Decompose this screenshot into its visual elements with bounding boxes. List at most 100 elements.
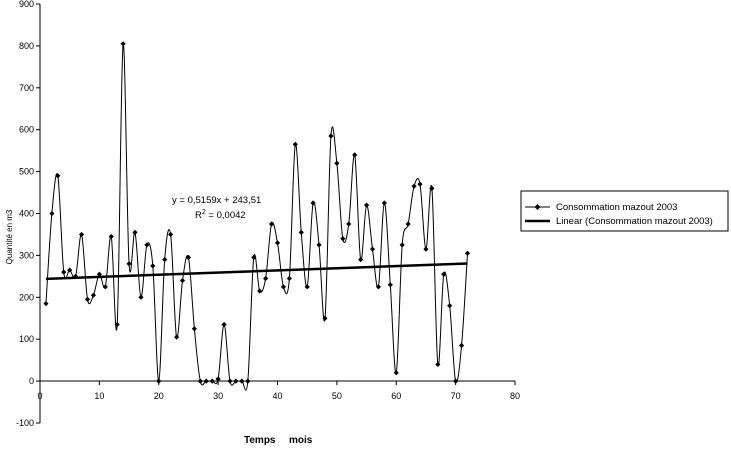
data-point-marker <box>435 361 441 367</box>
data-point-marker <box>393 370 399 376</box>
data-point-marker <box>352 152 358 158</box>
data-point-marker <box>387 282 393 288</box>
data-point-marker <box>310 200 316 206</box>
x-tick-label: 20 <box>154 391 164 401</box>
data-point-marker <box>411 183 417 189</box>
data-point-marker <box>363 202 370 208</box>
x-tick-label: 80 <box>510 391 520 401</box>
y-axis-label: Quantité en m3 <box>5 209 14 264</box>
data-point-marker <box>49 210 55 217</box>
data-point-marker <box>197 378 203 384</box>
data-point-marker <box>67 267 73 273</box>
data-point-marker <box>405 221 411 227</box>
data-point-marker <box>185 254 192 261</box>
legend-series-label: Consommation mazout 2003 <box>556 202 677 213</box>
data-point-marker <box>304 284 310 290</box>
series-markers <box>43 41 471 384</box>
data-point-marker <box>268 221 275 227</box>
y-tick-label: 200 <box>19 292 34 302</box>
data-point-marker <box>61 269 67 275</box>
r-squared-superscript: 2 <box>202 209 206 216</box>
data-point-marker <box>298 229 304 235</box>
data-point-marker <box>417 181 423 187</box>
data-point-marker <box>84 296 91 302</box>
data-point-marker <box>286 275 292 282</box>
data-point-marker <box>156 378 162 384</box>
data-point-marker <box>423 246 429 252</box>
data-point-marker <box>292 141 298 147</box>
data-point-marker <box>120 41 126 47</box>
data-point-marker <box>191 326 197 332</box>
data-point-marker <box>458 342 465 349</box>
data-point-marker <box>328 133 334 139</box>
data-point-marker <box>375 284 382 290</box>
data-point-marker <box>138 294 144 300</box>
r-squared-prefix: R <box>195 210 202 221</box>
y-tick-label: 800 <box>19 41 34 51</box>
data-point-marker <box>90 292 97 298</box>
legend: Consommation mazout 2003 Linear (Consomm… <box>520 190 729 232</box>
r-squared-value: = 0,0042 <box>206 210 246 221</box>
data-point-marker <box>346 221 352 227</box>
data-point-marker <box>102 284 108 290</box>
x-tick-label: 70 <box>451 391 461 401</box>
data-point-marker <box>168 231 174 238</box>
data-point-marker <box>126 261 132 267</box>
data-point-marker <box>209 378 215 384</box>
data-point-marker <box>381 200 387 206</box>
y-tick-label: 400 <box>19 209 34 219</box>
data-point-marker <box>280 284 287 290</box>
series-line <box>45 43 468 391</box>
legend-box <box>520 190 729 232</box>
data-point-marker <box>358 256 364 263</box>
y-tick-label: 900 <box>19 0 34 9</box>
data-point-marker <box>429 185 435 191</box>
data-point-marker <box>114 321 120 328</box>
data-point-marker <box>263 275 269 282</box>
data-point-marker <box>179 277 186 284</box>
data-point-marker <box>221 321 227 328</box>
r-squared: R2 = 0,0042 <box>195 209 246 221</box>
x-tick-label: 60 <box>391 391 401 401</box>
legend-series-marker-sample <box>534 204 541 210</box>
data-point-marker <box>144 242 150 248</box>
data-point-marker <box>43 300 49 307</box>
data-point-marker <box>55 173 61 179</box>
x-axis-label-right: mois <box>289 435 313 446</box>
data-point-marker <box>322 315 328 321</box>
data-point-marker <box>150 263 156 269</box>
y-tick-label: 600 <box>19 125 34 135</box>
legend-trendline-label: Linear (Consommation mazout 2003) <box>556 216 713 227</box>
data-point-marker <box>239 378 245 384</box>
x-axis-label-left: Temps <box>244 435 276 446</box>
regression-equation: y = 0,5159x + 243,51 <box>172 195 261 206</box>
data-point-marker <box>251 254 257 261</box>
data-point-marker <box>73 273 79 279</box>
x-tick-label: 40 <box>272 391 282 401</box>
y-tick-label: 700 <box>19 83 34 93</box>
data-point-marker <box>369 246 376 252</box>
data-point-marker <box>334 160 340 166</box>
x-tick-label: 0 <box>37 391 42 401</box>
y-tick-label: 300 <box>19 250 34 260</box>
data-point-marker <box>274 240 281 246</box>
y-tick-label: 0 <box>29 376 34 386</box>
data-point-marker <box>215 376 221 382</box>
data-point-marker <box>132 229 138 235</box>
x-tick-label: 30 <box>213 391 223 401</box>
data-point-marker <box>233 378 239 384</box>
data-point-marker <box>316 242 322 248</box>
data-point-marker <box>464 250 471 256</box>
x-tick-label: 10 <box>94 391 104 401</box>
data-point-marker <box>227 378 233 384</box>
data-point-marker <box>78 231 85 238</box>
data-point-marker <box>453 378 459 384</box>
data-point-marker <box>108 233 114 240</box>
data-point-marker <box>203 378 209 384</box>
data-point-marker <box>257 288 263 294</box>
data-point-marker <box>245 378 251 384</box>
x-tick-label: 50 <box>332 391 342 401</box>
data-point-marker <box>441 271 447 277</box>
data-point-marker <box>173 334 180 340</box>
